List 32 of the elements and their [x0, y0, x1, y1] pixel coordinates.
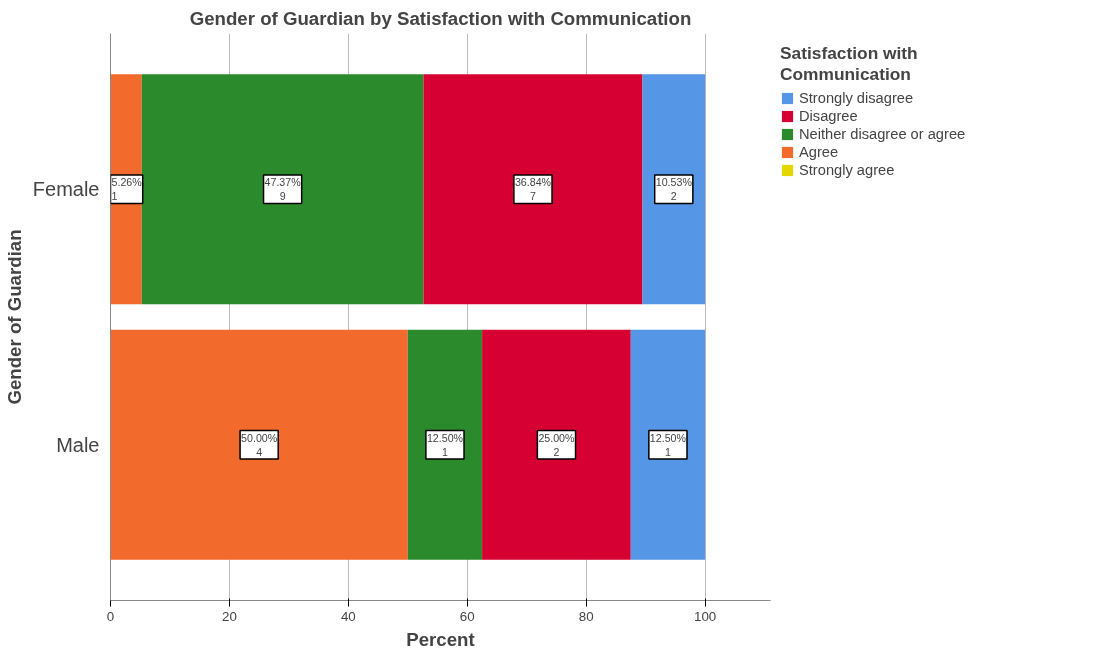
- chart-title: Gender of Guardian by Satisfaction with Communication: [189, 7, 692, 29]
- x-tick-label: 40: [340, 608, 356, 624]
- legend-label: Strongly agree: [799, 162, 895, 178]
- data-label: 10.53% 2: [655, 176, 693, 203]
- x-tick-label: 20: [222, 608, 237, 624]
- bar: [141, 74, 424, 305]
- legend-label: Agree: [799, 144, 839, 160]
- data-label: 50.00% 4: [241, 431, 278, 458]
- data-label: 12.50% 1: [426, 431, 464, 458]
- x-tick-label: 100: [693, 608, 717, 624]
- bar: [423, 74, 643, 305]
- legend-label: Strongly disagree: [799, 90, 914, 106]
- bar: [642, 74, 706, 305]
- bar: [407, 329, 483, 560]
- data-label: 47.37% 9: [264, 176, 302, 203]
- bar: [630, 329, 706, 560]
- data-label: 36.84% 7: [514, 176, 552, 203]
- y-tick-label: Female: [32, 178, 100, 201]
- x-tick-label: 60: [459, 608, 475, 624]
- x-tick-label: 0: [106, 608, 115, 624]
- data-label: 5.26% 1: [111, 176, 143, 203]
- y-axis-title: Gender of Guardian: [3, 229, 25, 405]
- legend-title: Satisfaction with Communication: [780, 43, 919, 85]
- x-axis-title: Percent: [406, 628, 475, 650]
- y-tick-label: Male: [56, 433, 100, 456]
- data-label: 25.00% 2: [538, 431, 576, 458]
- data-label: 12.50% 1: [649, 431, 687, 458]
- bar: [482, 329, 631, 560]
- bar: [110, 329, 408, 560]
- x-tick-label: 80: [578, 608, 594, 624]
- legend-label: Neither disagree or agree: [799, 126, 966, 142]
- legend-label: Disagree: [799, 108, 858, 124]
